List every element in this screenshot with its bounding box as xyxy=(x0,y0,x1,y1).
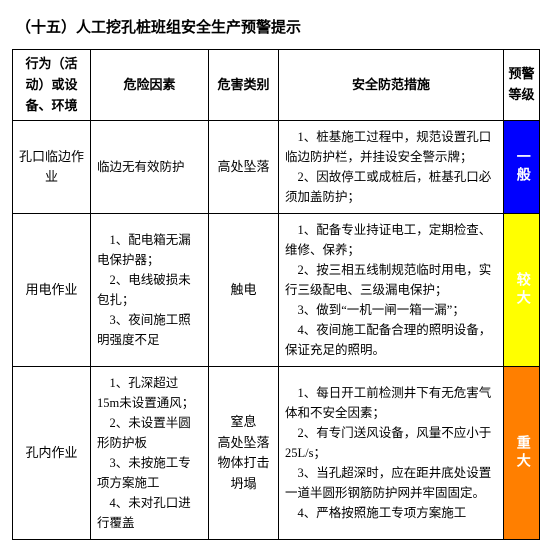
cell-measures: 1、桩基施工过程中，规范设置孔口临边防护栏，并挂设安全警示牌； 2、因故停工或成… xyxy=(279,121,504,214)
cell-measures: 1、配备专业持证电工，定期检查、维修、保养； 2、按三相五线制规范临时用电，实行… xyxy=(279,214,504,367)
col-measures: 安全防范措施 xyxy=(279,50,504,121)
cell-level: 较大 xyxy=(504,214,540,367)
cell-activity: 用电作业 xyxy=(13,214,91,367)
cell-risk: 临边无有效防护 xyxy=(91,121,209,214)
safety-table: 行为（活动）或设备、环境 危险因素 危害类别 安全防范措施 预警等级 孔口临边作… xyxy=(12,49,540,540)
cell-activity: 孔内作业 xyxy=(13,367,91,540)
table-row: 孔内作业 1、孔深超过 15m未设置通风； 2、未设置半圆形防护板 3、未按施工… xyxy=(13,367,540,540)
cell-level: 重大 xyxy=(504,367,540,540)
cell-measures: 1、每日开工前检测井下有无危害气体和不安全因素； 2、有专门送风设备，风量不应小… xyxy=(279,367,504,540)
cell-level: 一般 xyxy=(504,121,540,214)
cell-risk: 1、配电箱无漏电保护器； 2、电线破损未包扎； 3、夜间施工照明强度不足 xyxy=(91,214,209,367)
col-hazard: 危害类别 xyxy=(209,50,279,121)
table-row: 用电作业 1、配电箱无漏电保护器； 2、电线破损未包扎； 3、夜间施工照明强度不… xyxy=(13,214,540,367)
cell-activity: 孔口临边作业 xyxy=(13,121,91,214)
table-row: 孔口临边作业临边无有效防护高处坠落 1、桩基施工过程中，规范设置孔口临边防护栏，… xyxy=(13,121,540,214)
cell-risk: 1、孔深超过 15m未设置通风； 2、未设置半圆形防护板 3、未按施工专项方案施… xyxy=(91,367,209,540)
col-level: 预警等级 xyxy=(504,50,540,121)
cell-hazard: 高处坠落 xyxy=(209,121,279,214)
table-header-row: 行为（活动）或设备、环境 危险因素 危害类别 安全防范措施 预警等级 xyxy=(13,50,540,121)
col-activity: 行为（活动）或设备、环境 xyxy=(13,50,91,121)
cell-hazard: 窒息 高处坠落 物体打击 坍塌 xyxy=(209,367,279,540)
page-title: （十五）人工挖孔桩班组安全生产预警提示 xyxy=(16,16,540,37)
cell-hazard: 触电 xyxy=(209,214,279,367)
col-risk: 危险因素 xyxy=(91,50,209,121)
